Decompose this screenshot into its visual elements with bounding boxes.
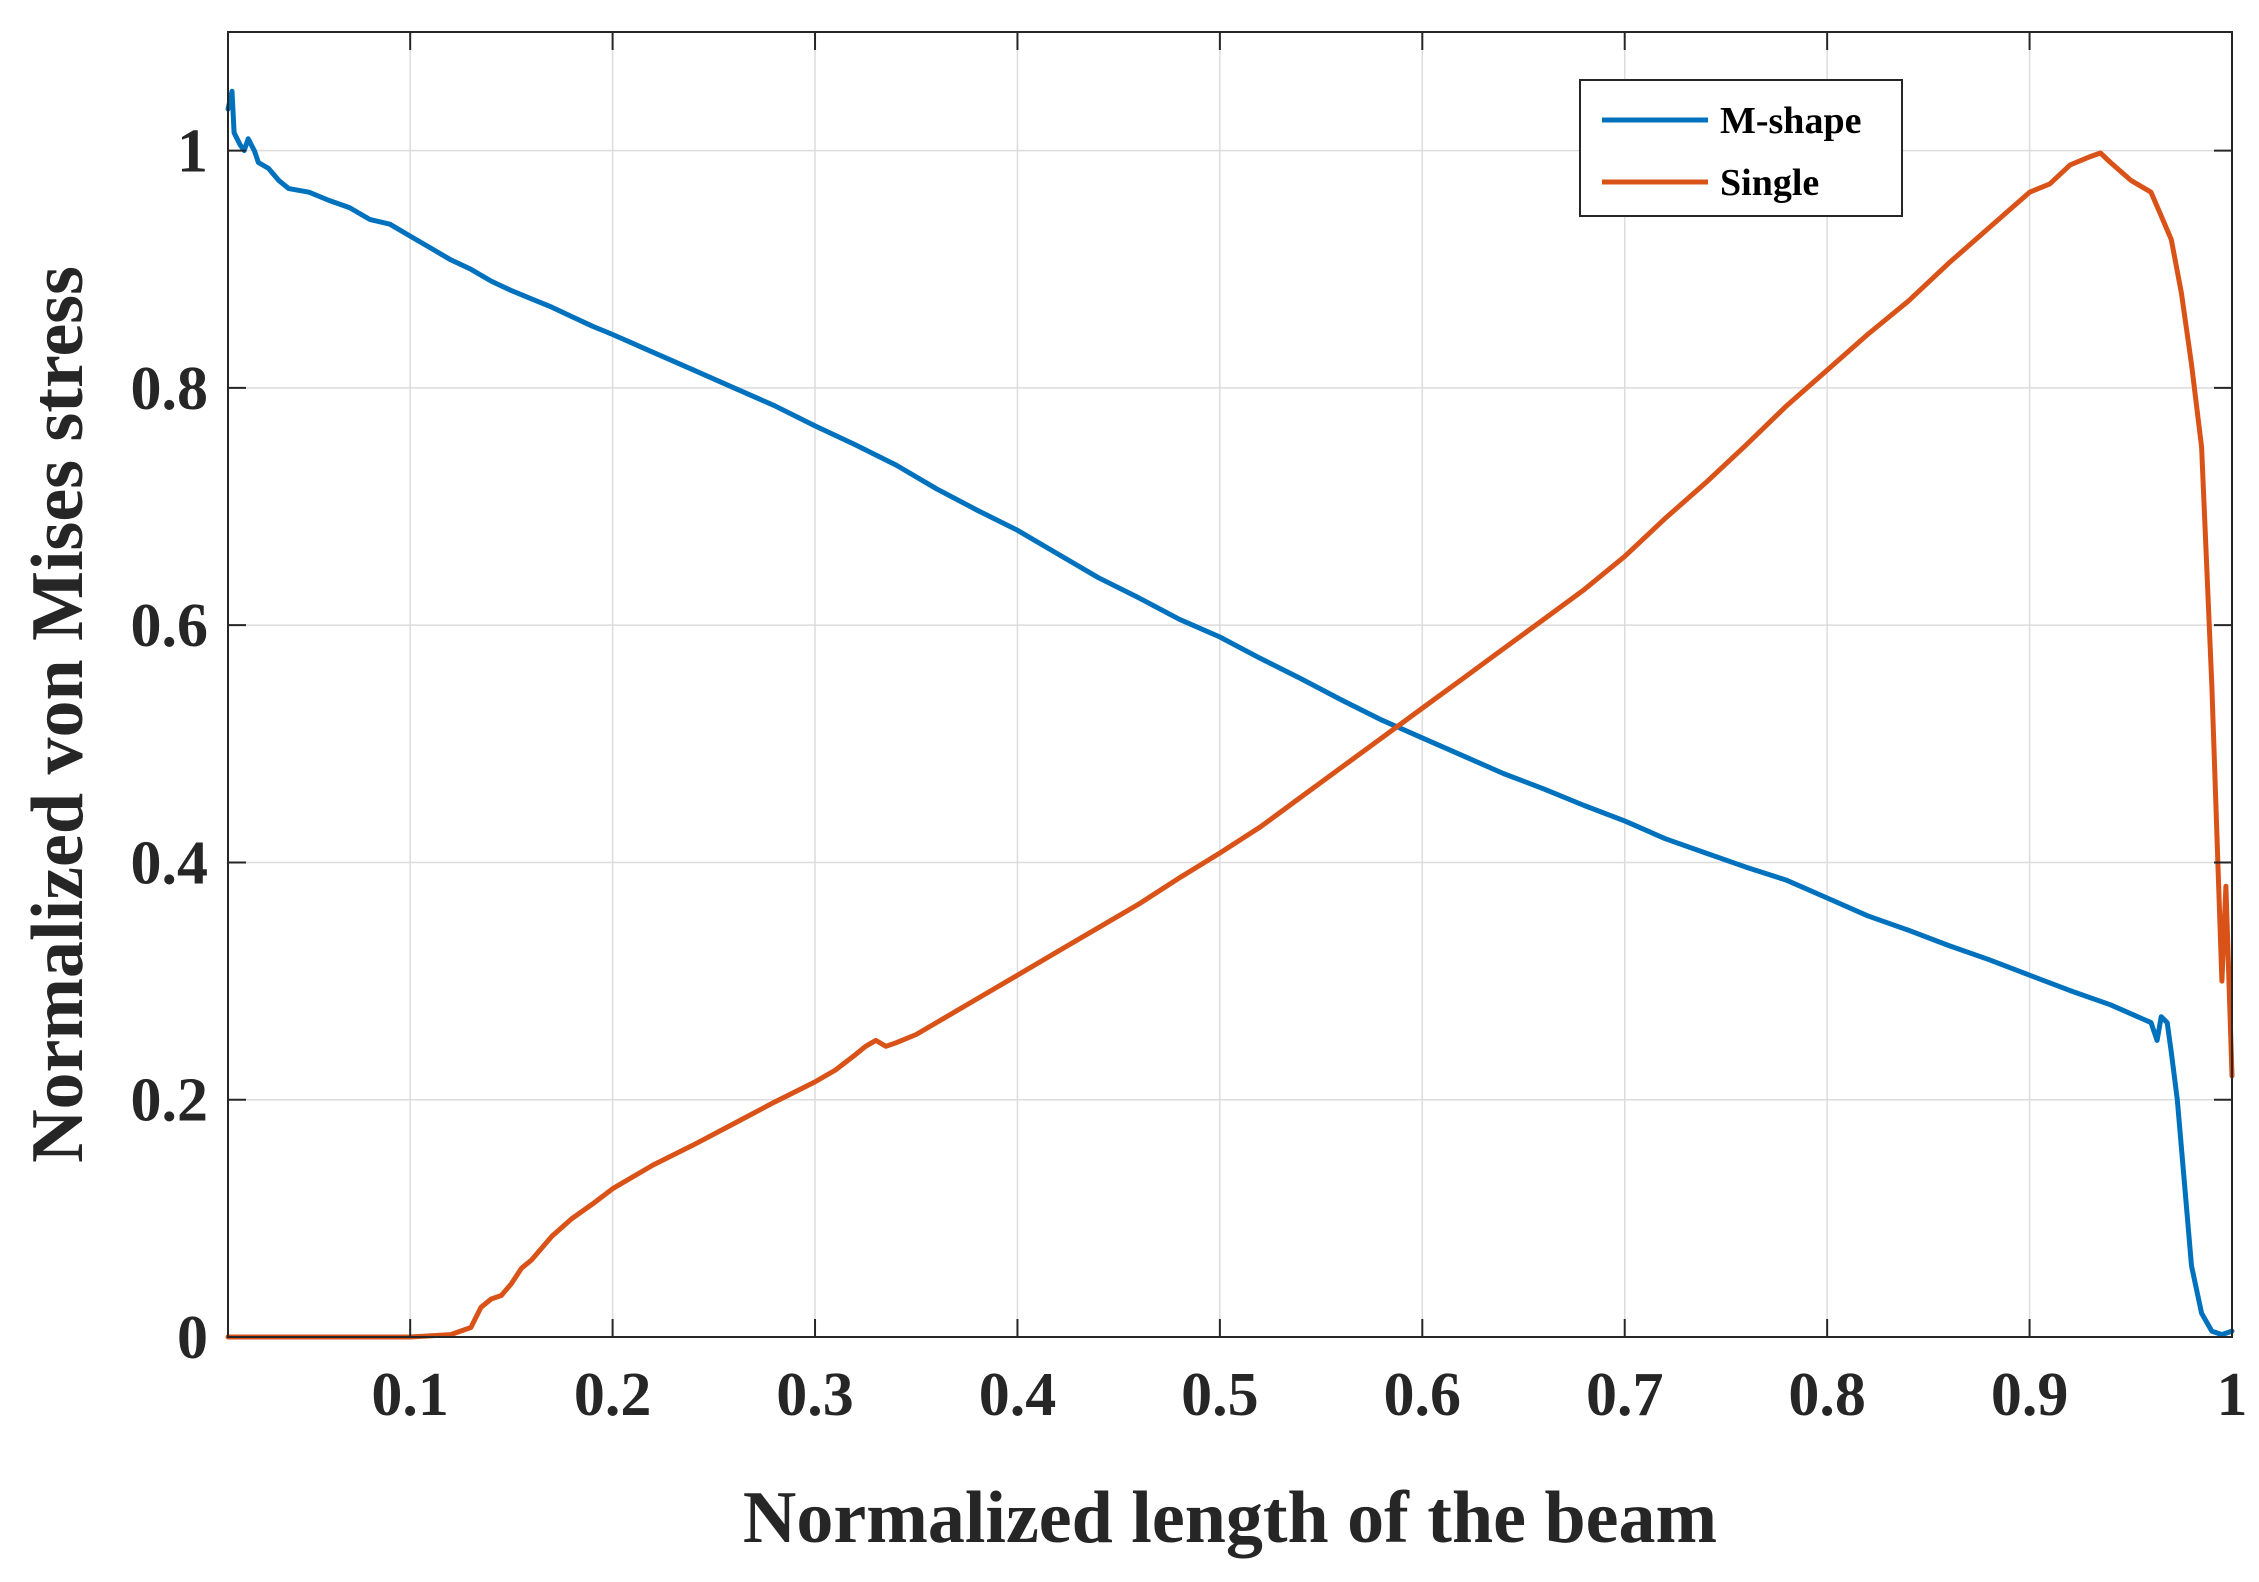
- grid: [228, 32, 2233, 1337]
- legend: M-shape Single: [1579, 79, 1903, 217]
- x-axis-title: Normalized length of the beam: [743, 1477, 1717, 1559]
- y-tick-label: 1: [177, 118, 208, 186]
- y-tick-label: 0.8: [131, 355, 209, 423]
- x-tick-label: 0.7: [1586, 1361, 1664, 1429]
- x-tick-label: 0.4: [979, 1361, 1057, 1429]
- x-tick-label: 0.3: [776, 1361, 854, 1429]
- x-tick-label: 1: [2217, 1361, 2248, 1429]
- y-tick-label: 0.4: [131, 829, 209, 897]
- x-tick-label: 0.6: [1384, 1361, 1462, 1429]
- legend-label: M-shape: [1720, 100, 1861, 142]
- legend-box: [1579, 79, 1903, 217]
- x-tick-label: 0.9: [1991, 1361, 2069, 1429]
- x-tick-label: 0.8: [1788, 1361, 1866, 1429]
- x-tick-label: 0.5: [1181, 1361, 1259, 1429]
- x-tick-label: 0.2: [574, 1361, 652, 1429]
- series-line-m-shape: [225, 88, 2235, 1338]
- x-tick-label: 0.1: [371, 1361, 449, 1429]
- y-tick-label: 0: [177, 1304, 208, 1372]
- y-tick-label: 0.2: [131, 1067, 209, 1135]
- ticks: [228, 32, 2233, 1338]
- y-tick-label: 0.6: [131, 592, 209, 660]
- series-layer: [225, 88, 2235, 1340]
- y-axis-title: Normalized von Mises stress: [17, 266, 99, 1163]
- axes-frame: [227, 31, 2233, 1338]
- legend-label: Single: [1720, 162, 1819, 204]
- y-tick-labels: 0 0.2 0.4 0.6 0.8 1: [131, 118, 209, 1372]
- series-line-single: [225, 150, 2235, 1340]
- x-tick-labels: 0.1 0.2 0.3 0.4 0.5 0.6 0.7 0.8 0.9 1: [371, 1361, 2247, 1429]
